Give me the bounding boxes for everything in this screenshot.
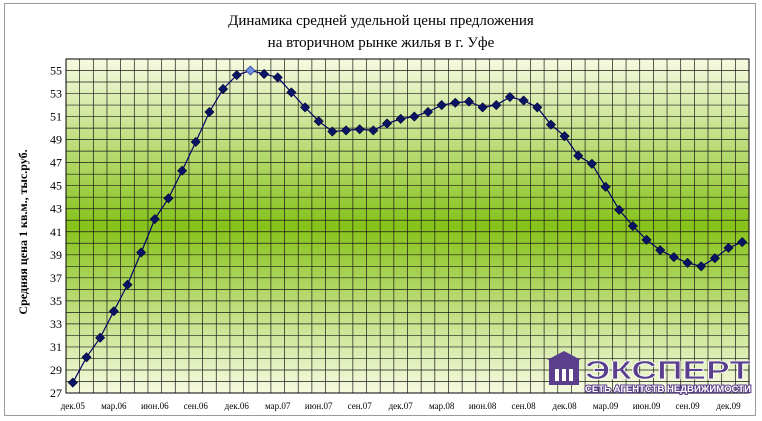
x-tick-label: дек.06	[225, 401, 250, 411]
data-point	[190, 136, 201, 147]
x-tick-label: сен.09	[675, 401, 700, 411]
y-tick-label: 45	[50, 179, 62, 193]
x-tick-label: сен.08	[512, 401, 537, 411]
chart-title-line-2: на вторичном рынке жилья в г. Уфе	[268, 35, 495, 51]
y-tick-label: 43	[50, 202, 62, 216]
y-tick-label: 55	[50, 64, 62, 78]
data-point	[259, 68, 270, 79]
y-tick-label: 29	[50, 363, 62, 377]
data-point	[682, 257, 693, 268]
data-point	[600, 181, 611, 192]
data-point	[668, 252, 679, 263]
data-point	[81, 352, 92, 363]
plot-border	[65, 58, 750, 394]
logo-name: ЭКСПЕРТ	[585, 355, 751, 385]
y-tick-label: 41	[50, 225, 62, 239]
x-tick-label: июн.07	[305, 401, 333, 411]
y-tick-label: 47	[50, 156, 62, 170]
data-point	[477, 102, 488, 113]
data-point	[354, 124, 365, 135]
data-point	[737, 237, 748, 248]
x-tick-label: дек.05	[61, 401, 86, 411]
data-point	[450, 97, 461, 108]
data-point	[422, 106, 434, 118]
y-tick-label: 49	[50, 133, 62, 147]
y-tick-label: 33	[50, 317, 62, 331]
series-price	[67, 65, 748, 388]
data-point	[95, 332, 106, 343]
data-point	[518, 95, 529, 106]
data-point	[696, 261, 707, 272]
data-point	[614, 204, 625, 215]
house-logo-icon	[547, 351, 581, 385]
data-point	[723, 242, 734, 253]
x-tick-label: дек.07	[389, 401, 414, 411]
x-tick-label: мар.06	[101, 401, 127, 411]
data-point	[149, 214, 160, 225]
data-point	[627, 220, 638, 232]
data-point	[641, 234, 652, 245]
x-tick-label: мар.07	[265, 401, 291, 411]
x-tick-label: дек.08	[552, 401, 577, 411]
expert-logo: ЭКСПЕРТ СЕТЬ АГЕНТСТВ НЕДВИЖИМОСТИ	[547, 351, 752, 395]
data-point	[136, 247, 147, 258]
chart-title-line-1: Динамика средней удельной цены предложен…	[228, 13, 534, 29]
data-point	[381, 118, 393, 129]
y-tick-label: 31	[50, 340, 62, 354]
y-axis-label: Средняя цена 1 кв.м., тыс.руб.	[16, 149, 30, 314]
data-point	[231, 70, 242, 81]
chart-frame: Динамика средней удельной цены предложен…	[4, 3, 756, 416]
data-point	[573, 150, 584, 161]
data-point	[532, 102, 543, 113]
y-tick-label: 39	[50, 248, 62, 262]
data-point	[368, 125, 379, 136]
data-point	[395, 113, 406, 124]
x-tick-label: дек.09	[716, 401, 741, 411]
y-tick-labels: 27 29 31 33 35 37 39 41 43 45 47 49 51 53 55	[50, 64, 62, 400]
y-tick-label: 27	[50, 386, 62, 400]
data-point	[491, 100, 502, 111]
data-point	[504, 91, 515, 103]
logo-tagline: СЕТЬ АГЕНТСТВ НЕДВИЖИМОСТИ	[585, 384, 751, 394]
data-point	[300, 102, 311, 113]
data-point	[327, 126, 338, 137]
data-point	[204, 106, 215, 118]
data-point	[122, 279, 133, 290]
x-tick-label: сен.07	[348, 401, 373, 411]
data-point	[545, 119, 556, 130]
data-point	[218, 83, 229, 94]
data-point	[108, 306, 119, 317]
data-point	[341, 125, 352, 136]
y-tick-label: 35	[50, 294, 62, 308]
data-point	[286, 87, 297, 98]
data-point	[463, 96, 474, 107]
x-tick-label: июн.06	[141, 401, 169, 411]
y-tick-label: 37	[50, 271, 62, 285]
data-point	[709, 253, 720, 264]
x-tick-labels: дек.05 мар.06 июн.06 сен.06 дек.06 мар.07 июн.…	[61, 401, 741, 411]
line-chart: Динамика средней удельной цены предложен…	[16, 13, 752, 411]
data-point	[559, 131, 570, 142]
chart-title: Динамика средней удельной цены предложен…	[228, 13, 534, 51]
data-point	[436, 100, 447, 111]
x-tick-label: июн.09	[633, 401, 661, 411]
data-point	[409, 111, 420, 122]
x-tick-label: июн.08	[469, 401, 497, 411]
data-point	[655, 245, 666, 256]
y-tick-label: 53	[50, 87, 62, 101]
data-point	[586, 158, 597, 169]
data-point	[177, 165, 188, 176]
data-point	[313, 116, 324, 127]
data-point	[163, 193, 174, 204]
data-point	[272, 72, 283, 83]
x-tick-label: сен.06	[184, 401, 209, 411]
x-tick-label: мар.09	[593, 401, 619, 411]
data-point-highlighted	[245, 65, 256, 76]
x-tick-label: мар.08	[429, 401, 455, 411]
y-tick-label: 51	[50, 110, 62, 124]
data-point	[67, 377, 78, 388]
